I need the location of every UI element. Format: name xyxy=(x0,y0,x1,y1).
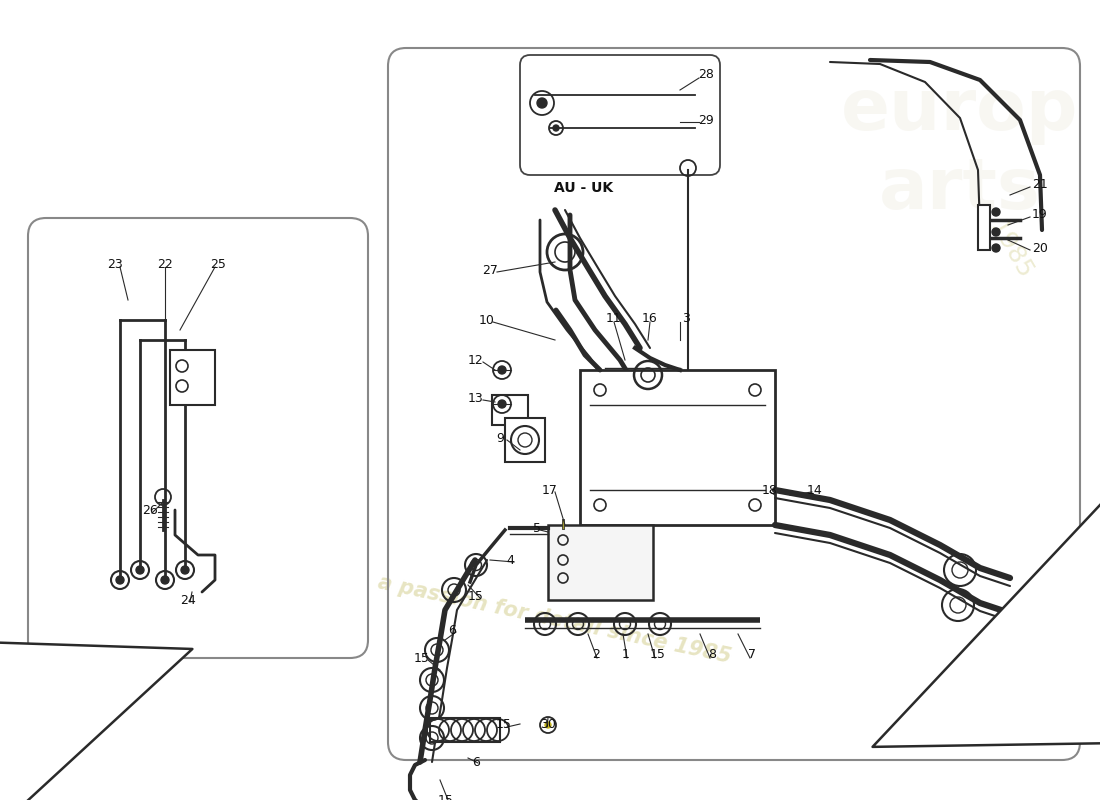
Bar xyxy=(978,205,990,250)
Text: 6: 6 xyxy=(472,755,480,769)
Text: 9: 9 xyxy=(496,431,504,445)
Bar xyxy=(430,718,500,742)
Text: 28: 28 xyxy=(698,69,714,82)
Bar xyxy=(580,370,776,525)
Bar xyxy=(548,525,653,600)
Text: 17: 17 xyxy=(542,483,558,497)
Text: 15: 15 xyxy=(438,794,454,800)
Text: 6: 6 xyxy=(448,623,455,637)
Text: 15: 15 xyxy=(414,651,430,665)
Text: 16: 16 xyxy=(642,311,658,325)
Bar xyxy=(170,350,214,405)
Bar xyxy=(492,395,528,425)
Circle shape xyxy=(161,576,169,584)
Circle shape xyxy=(116,576,124,584)
Text: 8: 8 xyxy=(708,649,716,662)
Circle shape xyxy=(553,125,559,131)
Circle shape xyxy=(992,208,1000,216)
Text: 19: 19 xyxy=(1032,209,1048,222)
Text: 11: 11 xyxy=(606,311,621,325)
Text: 15: 15 xyxy=(496,718,512,731)
Text: 12: 12 xyxy=(469,354,484,366)
Text: 20: 20 xyxy=(1032,242,1048,254)
Text: 4: 4 xyxy=(506,554,514,566)
Text: 1: 1 xyxy=(623,649,630,662)
Circle shape xyxy=(182,566,189,574)
Text: 3: 3 xyxy=(682,311,690,325)
Text: 15: 15 xyxy=(469,590,484,602)
Text: 13: 13 xyxy=(469,391,484,405)
Circle shape xyxy=(992,244,1000,252)
Text: 15: 15 xyxy=(650,649,666,662)
Text: AU - UK: AU - UK xyxy=(554,181,614,195)
Circle shape xyxy=(544,722,551,728)
Text: 23: 23 xyxy=(107,258,123,270)
Text: 25: 25 xyxy=(210,258,225,270)
Text: 5: 5 xyxy=(534,522,541,534)
Text: 1985: 1985 xyxy=(983,217,1036,283)
Circle shape xyxy=(498,400,506,408)
Text: europ
arts: europ arts xyxy=(842,76,1079,224)
Text: 29: 29 xyxy=(698,114,714,126)
Circle shape xyxy=(537,98,547,108)
Text: 14: 14 xyxy=(807,483,823,497)
Circle shape xyxy=(498,366,506,374)
Text: 10: 10 xyxy=(480,314,495,326)
Bar xyxy=(505,418,544,462)
Text: a passion for detail since 1985: a passion for detail since 1985 xyxy=(376,573,734,667)
Circle shape xyxy=(992,228,1000,236)
Text: 27: 27 xyxy=(482,263,498,277)
Text: 24: 24 xyxy=(180,594,196,606)
Text: 18: 18 xyxy=(762,483,778,497)
Text: 2: 2 xyxy=(592,649,600,662)
Text: 26: 26 xyxy=(142,503,158,517)
Text: 30: 30 xyxy=(540,718,556,731)
Circle shape xyxy=(136,566,144,574)
Text: 22: 22 xyxy=(157,258,173,270)
Text: 21: 21 xyxy=(1032,178,1048,191)
Text: 7: 7 xyxy=(748,649,756,662)
